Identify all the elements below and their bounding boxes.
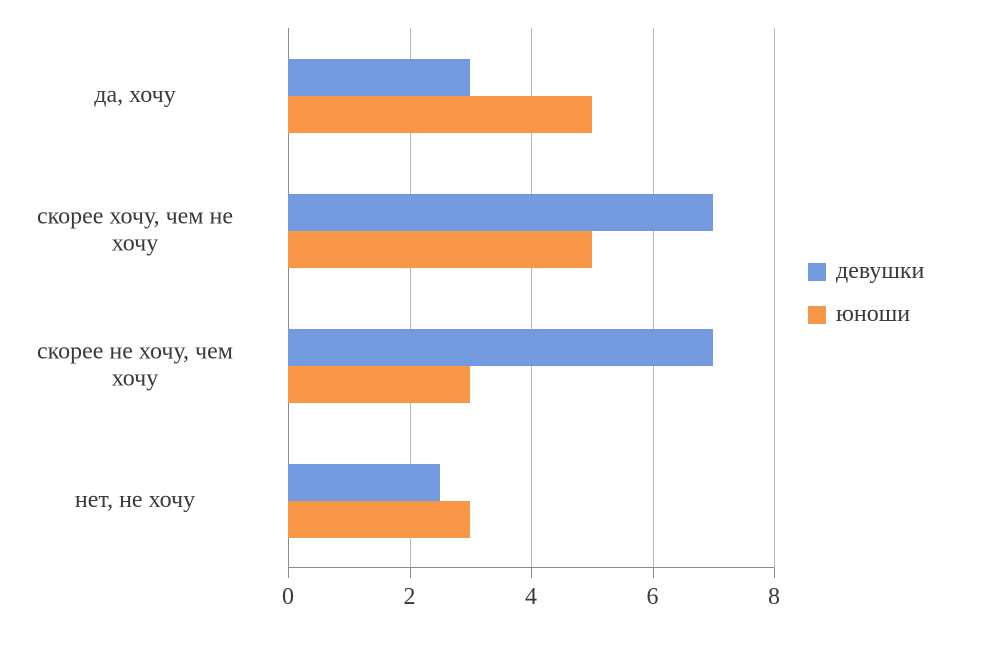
legend-label: девушки: [836, 258, 924, 285]
category-label: скорее не хочу, чем хочу: [0, 338, 270, 393]
bar-boys: [288, 96, 592, 133]
bar-boys: [288, 366, 470, 403]
legend-item: юноши: [808, 301, 924, 328]
bar-girls: [288, 59, 470, 96]
x-tick: [288, 568, 289, 578]
legend-label: юноши: [836, 301, 910, 328]
bar-boys: [288, 231, 592, 268]
plot-area: 02468да, хочускорее хочу, чем не хочуско…: [288, 28, 774, 568]
category-label: скорее хочу, чем не хочу: [0, 203, 270, 258]
x-tick-label: 2: [404, 584, 416, 611]
x-tick: [774, 568, 775, 578]
gridline: [653, 28, 654, 568]
legend-swatch: [808, 306, 826, 324]
x-tick-label: 0: [282, 584, 294, 611]
category-label: да, хочу: [0, 82, 270, 110]
x-tick: [653, 568, 654, 578]
legend: девушки юноши: [808, 258, 924, 344]
bar-girls: [288, 464, 440, 501]
x-tick-label: 4: [525, 584, 537, 611]
category-label: нет, не хочу: [0, 487, 270, 515]
gridline: [774, 28, 775, 568]
x-tick: [531, 568, 532, 578]
x-tick-label: 8: [768, 584, 780, 611]
x-axis-line: [288, 567, 774, 568]
bar-girls: [288, 329, 713, 366]
bar-chart: 0 2 4 6 8 да, хочу скорее хочу, чем не хочу ско…: [0, 0, 1002, 669]
legend-swatch: [808, 263, 826, 281]
legend-item: девушки: [808, 258, 924, 285]
bar-girls: [288, 194, 713, 231]
x-tick-label: 6: [647, 584, 659, 611]
x-tick: [410, 568, 411, 578]
bar-boys: [288, 501, 470, 538]
